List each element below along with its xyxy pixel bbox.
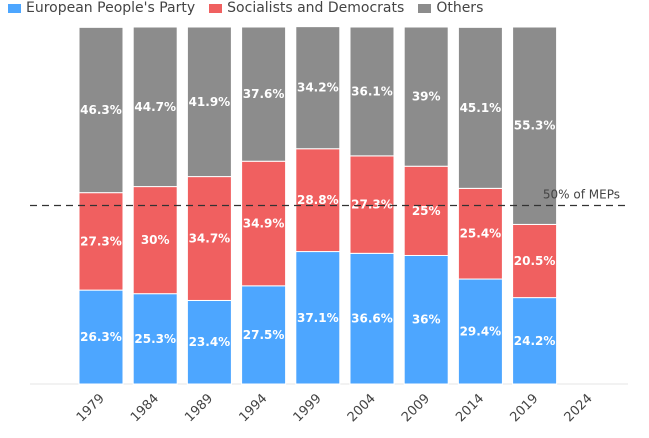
bar-label-1-2009: 25% [412,204,441,218]
bar-1-2004[interactable] [349,155,395,254]
bar-2-1994[interactable] [241,26,287,162]
x-tick-label-2014: 2014 [453,391,487,425]
bar-2-2019[interactable] [512,26,558,225]
bar-2-2014[interactable] [457,26,503,189]
x-tick-label-1984: 1984 [128,391,162,425]
bar-1-2009[interactable] [403,165,449,256]
bar-label-0-2009: 36% [412,313,441,327]
legend-swatch-others [418,3,432,13]
bar-0-1994[interactable] [241,285,287,385]
bar-label-1-1994: 34.9% [243,217,285,231]
bar-label-2-1989: 41.9% [189,95,231,109]
x-tick-label-2004: 2004 [345,391,379,425]
bar-2-1989[interactable] [186,26,232,178]
bar-2-1984[interactable] [132,26,178,188]
bar-0-1979[interactable] [78,289,124,385]
bar-2-1979[interactable] [78,26,124,194]
bar-label-1-2019: 20.5% [514,254,556,268]
bar-0-1984[interactable] [132,293,178,385]
bar-1-1999[interactable] [295,148,341,253]
x-tick-label-1994: 1994 [236,391,270,425]
bar-1-1989[interactable] [186,176,232,301]
bar-0-2004[interactable] [349,252,395,385]
bar-1-2014[interactable] [457,187,503,280]
bar-label-0-2014: 29.4% [460,325,502,339]
bar-2-2009[interactable] [403,26,449,167]
bar-0-1999[interactable] [295,251,341,385]
bar-label-0-1994: 27.5% [243,328,285,342]
bar-label-2-2014: 45.1% [460,101,502,115]
bar-label-2-1999: 34.2% [297,81,339,95]
bar-2-1999[interactable] [295,26,341,150]
bar-label-2-1984: 44.7% [134,100,176,114]
bar-label-0-1989: 23.4% [189,335,231,349]
bar-label-2-2019: 55.3% [514,119,556,133]
bar-label-1-1989: 34.7% [189,232,231,246]
bar-label-1-2014: 25.4% [460,227,502,241]
bar-1-1994[interactable] [241,160,287,287]
x-tick-labels: 1979 1984 1989 1994 1999 2004 2009 2014 2019 2024 [74,391,596,425]
legend-swatch-sd [209,3,223,13]
bar-label-1-1979: 27.3% [80,234,122,248]
bar-label-1-1999: 28.8% [297,193,339,207]
x-tick-label-2019: 2019 [507,391,541,425]
x-tick-label-1989: 1989 [182,391,216,425]
bar-0-2014[interactable] [457,278,503,385]
legend-item-epp[interactable]: European People's Party [8,0,195,16]
x-tick-label-2024: 2024 [562,391,596,425]
legend-label-others: Others [436,0,484,16]
bar-label-2-2009: 39% [412,90,441,104]
bar-label-0-1979: 26.3% [80,330,122,344]
bar-labels-group: 26.3% 27.3% 46.3% 25.3% 30% 44.7% 23.4% 34.7% 41… [80,81,555,350]
bar-0-2009[interactable] [403,254,449,385]
bar-label-2-1994: 37.6% [243,87,285,101]
bar-1-1979[interactable] [78,192,124,291]
bar-2-2004[interactable] [349,26,395,157]
bar-label-2-1979: 46.3% [80,103,122,117]
bars-group [78,26,558,385]
legend-label-epp: European People's Party [26,0,196,16]
bar-label-0-1984: 25.3% [134,332,176,346]
bar-0-2019[interactable] [512,297,558,385]
bar-label-2-2004: 36.1% [351,84,393,98]
legend-item-sd[interactable]: Socialists and Democrats [209,0,404,16]
bar-label-1-1984: 30% [141,233,170,247]
legend-label-sd: Socialists and Democrats [227,0,405,16]
bar-0-1989[interactable] [186,299,232,385]
reference-line-label: 50% of MEPs [543,188,620,202]
x-tick-label-2009: 2009 [399,391,433,425]
x-tick-label-1999: 1999 [291,391,325,425]
bar-label-0-1999: 37.1% [297,311,339,325]
legend-item-others[interactable]: Others [418,0,483,16]
legend: European People's Party Socialists and D… [8,0,497,16]
bar-label-0-2004: 36.6% [351,312,393,326]
bar-1-1984[interactable] [132,186,178,295]
x-tick-label-1979: 1979 [74,391,108,425]
bar-label-1-2004: 27.3% [351,198,393,212]
bar-label-0-2019: 24.2% [514,334,556,348]
legend-swatch-epp [8,3,21,13]
